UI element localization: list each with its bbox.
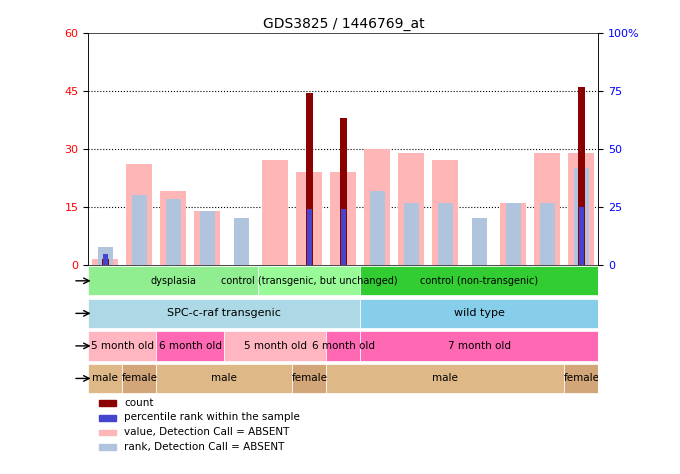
Bar [126,164,152,264]
Bar [370,191,385,264]
Bar [166,199,180,264]
Bar [99,415,116,421]
Bar [296,172,322,264]
Text: male: male [211,374,237,383]
FancyBboxPatch shape [292,364,326,393]
Bar [438,203,453,264]
Bar [160,191,186,264]
Text: female: female [292,374,327,383]
Bar [404,203,418,264]
Bar [307,209,311,264]
Text: female: female [564,374,599,383]
Title: GDS3825 / 1446769_at: GDS3825 / 1446769_at [262,17,424,31]
Bar [234,219,249,264]
Bar [568,153,594,264]
Bar [574,168,588,264]
Bar [340,118,347,264]
Text: SPC-c-raf transgenic: SPC-c-raf transgenic [167,309,282,319]
Bar [540,203,554,264]
Bar [330,172,356,264]
Text: 5 month old: 5 month old [244,341,307,351]
Text: female: female [122,374,157,383]
FancyBboxPatch shape [88,331,156,361]
Bar [432,160,458,264]
Bar [398,153,424,264]
Bar [103,254,108,264]
Text: wild type: wild type [454,309,505,319]
Bar [306,93,313,264]
Bar [99,444,116,450]
Text: dysplasia: dysplasia [150,276,197,286]
Bar [578,87,585,264]
Bar [534,153,560,264]
FancyBboxPatch shape [360,299,598,328]
Text: control (transgenic, but unchanged): control (transgenic, but unchanged) [221,276,398,286]
Text: male: male [92,374,118,383]
Bar [472,219,486,264]
Bar [579,207,583,264]
Text: rank, Detection Call = ABSENT: rank, Detection Call = ABSENT [124,442,284,452]
Bar [99,401,116,406]
Bar [99,247,113,264]
FancyBboxPatch shape [360,266,598,295]
Text: value, Detection Call = ABSENT: value, Detection Call = ABSENT [124,427,290,437]
Bar [132,195,147,264]
FancyBboxPatch shape [564,364,598,393]
FancyBboxPatch shape [88,364,122,393]
Bar [200,210,215,264]
Bar [102,259,109,264]
FancyBboxPatch shape [326,364,564,393]
FancyBboxPatch shape [122,364,156,393]
FancyBboxPatch shape [88,266,258,295]
Text: male: male [432,374,458,383]
Bar [194,210,220,264]
Bar [99,430,116,436]
Bar [92,259,118,264]
FancyBboxPatch shape [326,331,360,361]
Text: percentile rank within the sample: percentile rank within the sample [124,412,300,422]
Bar [262,160,288,264]
FancyBboxPatch shape [360,331,598,361]
FancyBboxPatch shape [88,299,360,328]
Text: 6 month old: 6 month old [312,341,375,351]
Text: 6 month old: 6 month old [159,341,222,351]
Text: count: count [124,398,154,408]
FancyBboxPatch shape [156,364,292,393]
Bar [506,203,521,264]
Text: control (non-transgenic): control (non-transgenic) [420,276,539,286]
FancyBboxPatch shape [258,266,360,295]
Text: 7 month old: 7 month old [448,341,511,351]
Bar [364,149,390,264]
Text: 5 month old: 5 month old [91,341,154,351]
Bar [500,203,526,264]
Bar [341,209,345,264]
FancyBboxPatch shape [224,331,326,361]
FancyBboxPatch shape [156,331,224,361]
